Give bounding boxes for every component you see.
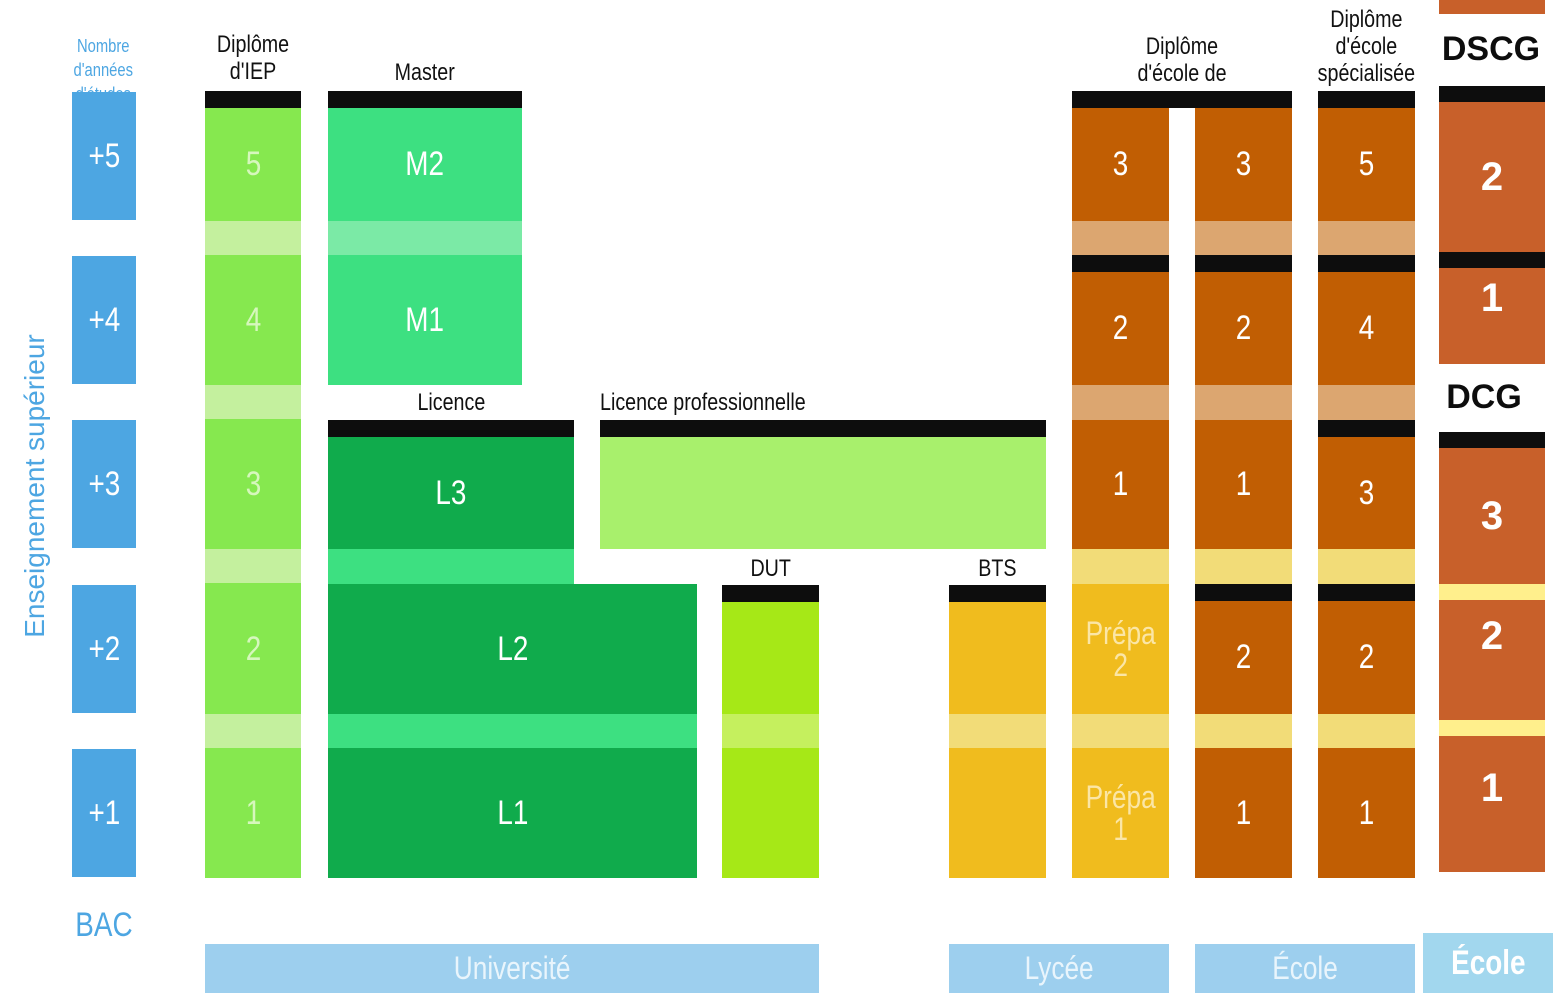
commerce-c1-sep xyxy=(1072,385,1169,420)
level-plus-3: +3 xyxy=(72,420,136,548)
right-top-block xyxy=(1439,0,1545,14)
level-plus-4: +4 xyxy=(72,256,136,384)
bts-bar xyxy=(949,585,1046,602)
dcg-year-2: 2 xyxy=(1439,600,1545,720)
specialisee-year-3: 3 xyxy=(1318,437,1415,549)
commerce-c2-year-3: 3 xyxy=(1195,108,1292,221)
iep-year-4: 4 xyxy=(245,300,261,339)
licence-title: Licence xyxy=(417,389,485,416)
master-title: Master xyxy=(394,59,456,86)
iep-year-1: 1 xyxy=(245,793,261,832)
dut-sep xyxy=(722,714,819,748)
commerce-c2-bar xyxy=(1195,584,1292,601)
specialisee-sep xyxy=(1318,714,1415,748)
commerce-c1-year-1: 1 xyxy=(1072,420,1169,549)
commerce-c2-b-year-2: 2 xyxy=(1195,601,1292,714)
iep-sep xyxy=(205,714,301,748)
footer-universite: Université xyxy=(205,944,819,993)
master-m1: M1 xyxy=(328,255,522,385)
master-sep xyxy=(328,221,522,255)
dcg-bar xyxy=(1439,432,1545,448)
commerce-prepa-2: Prépa 2 xyxy=(1072,584,1169,714)
specialisee-year-1: 1 xyxy=(1318,748,1415,878)
commerce-prepa-1: Prépa 1 xyxy=(1072,748,1169,878)
bts-title: BTS xyxy=(978,555,1017,582)
licence-l2: L2 xyxy=(328,584,697,714)
bac-label: BAC xyxy=(75,906,133,944)
dscg-bar xyxy=(1439,86,1545,102)
commerce-c2-sep xyxy=(1195,549,1292,584)
dcg-year-1: 1 xyxy=(1439,736,1545,872)
footer-ecole: École xyxy=(1195,944,1415,993)
commerce-c1-year-2: 2 xyxy=(1072,272,1169,385)
level-plus-1: +1 xyxy=(72,749,136,877)
licence-sep xyxy=(328,714,697,748)
licence-bar xyxy=(328,420,574,437)
licence-pro-title: Licence professionnelle xyxy=(600,389,806,416)
iep-bar xyxy=(205,91,301,108)
licence-sep xyxy=(328,549,574,584)
commerce-c2-year-1: 1 xyxy=(1195,420,1292,549)
dcg-sep xyxy=(1439,720,1545,736)
specialisee-bar xyxy=(1318,584,1415,601)
dcg-label: DCG xyxy=(1446,378,1522,416)
commerce-bar-top xyxy=(1072,91,1292,108)
commerce-c1-sep xyxy=(1072,714,1169,748)
specialisee-title: Diplôme d'école spécialisée xyxy=(1317,6,1415,87)
dscg-bar xyxy=(1439,252,1545,268)
specialisee-year-5: 5 xyxy=(1318,108,1415,221)
dcg-sep xyxy=(1439,584,1545,600)
commerce-c2-b-year-1: 1 xyxy=(1195,748,1292,878)
dscg-year-1: 1 xyxy=(1439,268,1545,364)
commerce-c2-sep xyxy=(1195,385,1292,420)
dscg-year-2: 2 xyxy=(1439,102,1545,252)
iep-sep xyxy=(205,385,301,419)
dscg-label: DSCG xyxy=(1441,30,1541,68)
commerce-c2-sep xyxy=(1195,714,1292,748)
licence-l1: L1 xyxy=(328,748,697,878)
commerce-c2-year-2: 2 xyxy=(1195,272,1292,385)
commerce-c1-year-3: 3 xyxy=(1072,108,1169,221)
commerce-c2-sep xyxy=(1195,221,1292,255)
specialisee-year-4: 4 xyxy=(1318,272,1415,385)
licence-l3: L3 xyxy=(328,437,574,549)
specialisee-bar xyxy=(1318,420,1415,437)
specialisee-sep xyxy=(1318,385,1415,420)
commerce-c1-bar xyxy=(1072,255,1169,272)
bts-sep xyxy=(949,714,1046,748)
iep-title: Diplôme d'IEP xyxy=(216,31,290,85)
master-m2: M2 xyxy=(328,108,522,221)
dcg-year-3: 3 xyxy=(1439,448,1545,584)
specialisee-bar xyxy=(1318,91,1415,108)
level-plus-2: +2 xyxy=(72,585,136,713)
iep-sep xyxy=(205,549,301,583)
footer-ecole-box: École xyxy=(1423,933,1553,993)
iep-year-2: 2 xyxy=(245,629,261,668)
iep-year-3: 3 xyxy=(245,464,261,503)
specialisee-sep xyxy=(1318,549,1415,584)
commerce-c2-bar xyxy=(1195,255,1292,272)
iep-sep xyxy=(205,221,301,255)
commerce-c1-sep xyxy=(1072,549,1169,584)
specialisee-bar xyxy=(1318,255,1415,272)
side-label-enseignement-superieur: Enseignement supérieur xyxy=(19,334,50,638)
footer-lycee: Lycée xyxy=(949,944,1169,993)
licence-pro-bar xyxy=(600,420,1046,437)
master-bar xyxy=(328,91,522,108)
licence-pro-block xyxy=(600,437,1046,549)
commerce-c1-sep xyxy=(1072,221,1169,255)
specialisee-year-2: 2 xyxy=(1318,601,1415,714)
dut-title: DUT xyxy=(750,555,791,582)
specialisee-sep xyxy=(1318,221,1415,255)
iep-year-5: 5 xyxy=(245,145,261,183)
dut-bar xyxy=(722,585,819,602)
level-plus-5: +5 xyxy=(72,92,136,220)
